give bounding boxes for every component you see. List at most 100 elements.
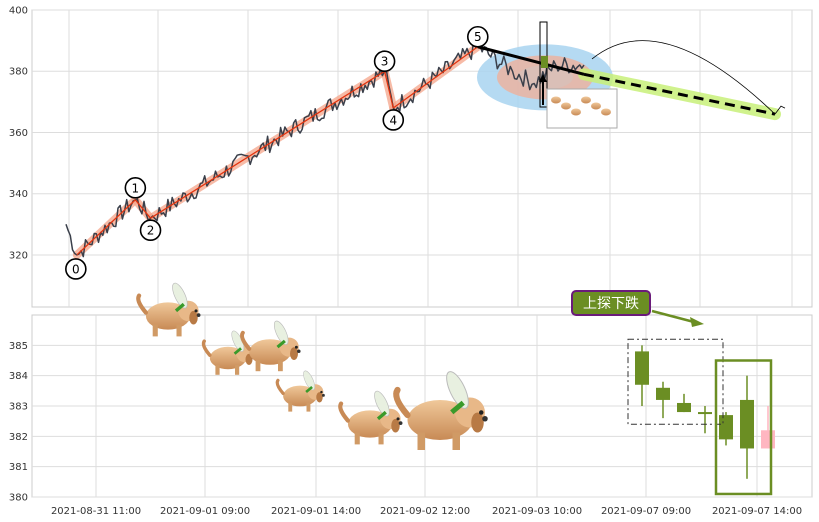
dog-leg [176,324,182,337]
dog-sticker [136,282,201,337]
thumbnail-dog [571,108,581,116]
wave-marker-label: 1 [132,181,140,195]
candle-body [740,399,754,449]
pattern-box-dashed [627,338,724,425]
wave-marker-circle [382,109,405,131]
x-tick-label: 2021-09-07 14:00 [712,506,802,517]
dog-leg [288,402,293,412]
dog-leg [215,365,220,375]
dog-wing [172,282,188,309]
wave-lines [76,46,479,256]
dog-tail [201,339,212,357]
dog-wing [374,390,390,417]
bottom-y-tick-label: 382 [9,432,28,443]
top-y-ticks: 320 340 360 380 400 [9,6,28,262]
dog-leg [378,432,384,445]
candle-body [761,430,775,449]
dog-propeller [174,302,185,313]
wave-marker-label: 0 [72,262,80,276]
top-y-tick-label: 380 [9,67,28,78]
dog-tail [338,401,351,423]
dog-ear [189,310,198,325]
dog-eye [320,390,323,394]
dog-wing [273,320,289,345]
thumbnail-dog [601,108,611,116]
wave-marker-circle [373,50,396,73]
dog-nose [297,349,301,353]
thumbnail-box [546,88,618,129]
dog-tail [393,386,411,419]
x-tick-label: 2021-09-01 14:00 [271,506,361,517]
annotation-text: 上探下跌 [583,296,639,312]
x-tick-label: 2021-09-02 12:00 [380,506,470,517]
dog-leg [235,365,240,375]
dog-stickers [136,282,488,450]
projection-lines [477,40,786,116]
wave-marker-circle [139,219,162,242]
top-decor [539,21,618,129]
dog-wing [303,370,316,391]
dog-nose [196,313,201,318]
wave-marker-label: 4 [389,113,397,127]
candle-body [635,351,649,385]
thumbnail-dog [551,96,561,104]
dog-nose [321,393,325,397]
thumbnail-dog [591,102,601,110]
dog-wing [446,371,469,409]
wave-marker-circle [124,177,147,199]
wave-segment [383,71,394,109]
dog-propeller [233,347,242,355]
dog-leg [278,360,283,372]
projection-dashed-line [583,72,776,116]
top-panel [31,9,813,308]
wave-marker-circle [466,25,489,48]
annotation-box [571,290,651,316]
wave-marker-label: 2 [147,224,155,238]
dog-tail [240,330,252,351]
wave-marker-label: 3 [381,55,389,69]
dog-leg [452,432,460,450]
top-y-tick-label: 360 [9,128,28,139]
pattern-box-solid [714,359,773,496]
dog-sticker [338,390,403,445]
bottom-y-ticks: 380 381 382 383 384 385 [9,341,28,504]
wave-segment [76,199,136,256]
dog-sticker [240,320,301,372]
top-y-tick-label: 400 [9,6,28,17]
x-axis-labels: 2021-08-31 11:00 2021-09-01 09:00 2021-09-… [51,506,802,517]
dog-leg [354,432,360,445]
dog-sticker [393,371,488,450]
candle-body [719,415,733,440]
bottom-y-tick-label: 385 [9,341,28,352]
x-tick-label: 2021-09-03 10:00 [492,506,582,517]
dog-ear [316,392,323,403]
dog-nose [482,416,488,422]
mini-candle [541,56,548,68]
dog-tail [136,293,149,315]
wave-segment [150,70,385,219]
candle-body [656,387,670,400]
dog-ear [290,347,298,360]
dog-eye [294,345,298,349]
dog-eye [479,410,484,415]
dog-eye [396,417,400,421]
dog-propeller [376,410,387,421]
projection-arc [591,40,776,115]
annotation-arrow-line [651,309,695,324]
wave-marker-label: 5 [474,30,482,44]
x-tick-label: 2021-09-01 09:00 [160,506,250,517]
dog-propeller [305,385,313,394]
thumbnail-dog [581,96,591,104]
candle-body [698,412,712,415]
dog-leg [306,402,311,412]
dog-leg [417,432,425,450]
dog-ear [391,418,400,433]
wave-markers: 0 1 2 3 4 5 [65,25,489,280]
dog-eye [194,309,198,313]
wave-segment [134,199,152,219]
x-tick-label: 2021-09-07 09:00 [601,506,691,517]
thumbnail-dog [561,102,571,110]
annotation: 上探下跌 [571,290,773,496]
bottom-y-tick-label: 380 [9,493,28,504]
